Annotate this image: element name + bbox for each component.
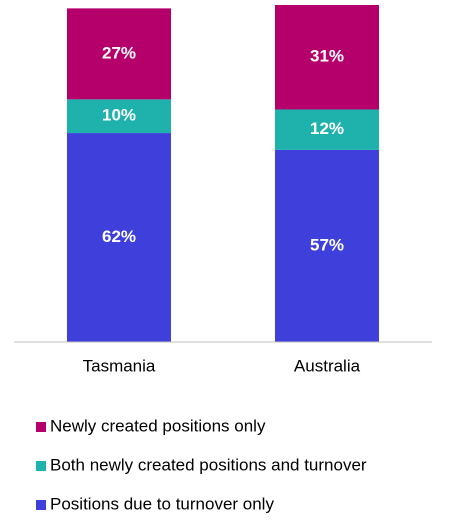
legend-label: Both newly created positions and turnove… — [50, 455, 367, 474]
value-label: 57% — [310, 235, 344, 254]
bar-segment — [275, 5, 379, 110]
legend-swatch — [36, 500, 46, 510]
bar-segment — [67, 8, 171, 100]
legend-swatch — [36, 461, 46, 471]
legend-swatch — [36, 422, 46, 432]
bar-segment — [275, 149, 379, 342]
legend-label: Positions due to turnover only — [50, 494, 274, 513]
value-label: 12% — [310, 119, 344, 138]
bar-segment — [275, 109, 379, 150]
x-tick-label: Australia — [294, 356, 361, 375]
value-label: 31% — [310, 47, 344, 66]
bar-segment — [67, 133, 171, 342]
bar-segment — [67, 99, 171, 134]
value-label: 27% — [102, 43, 136, 62]
legend-label: Newly created positions only — [50, 416, 266, 435]
value-label: 10% — [102, 106, 136, 125]
value-label: 62% — [102, 227, 136, 246]
x-tick-label: Tasmania — [83, 356, 156, 375]
